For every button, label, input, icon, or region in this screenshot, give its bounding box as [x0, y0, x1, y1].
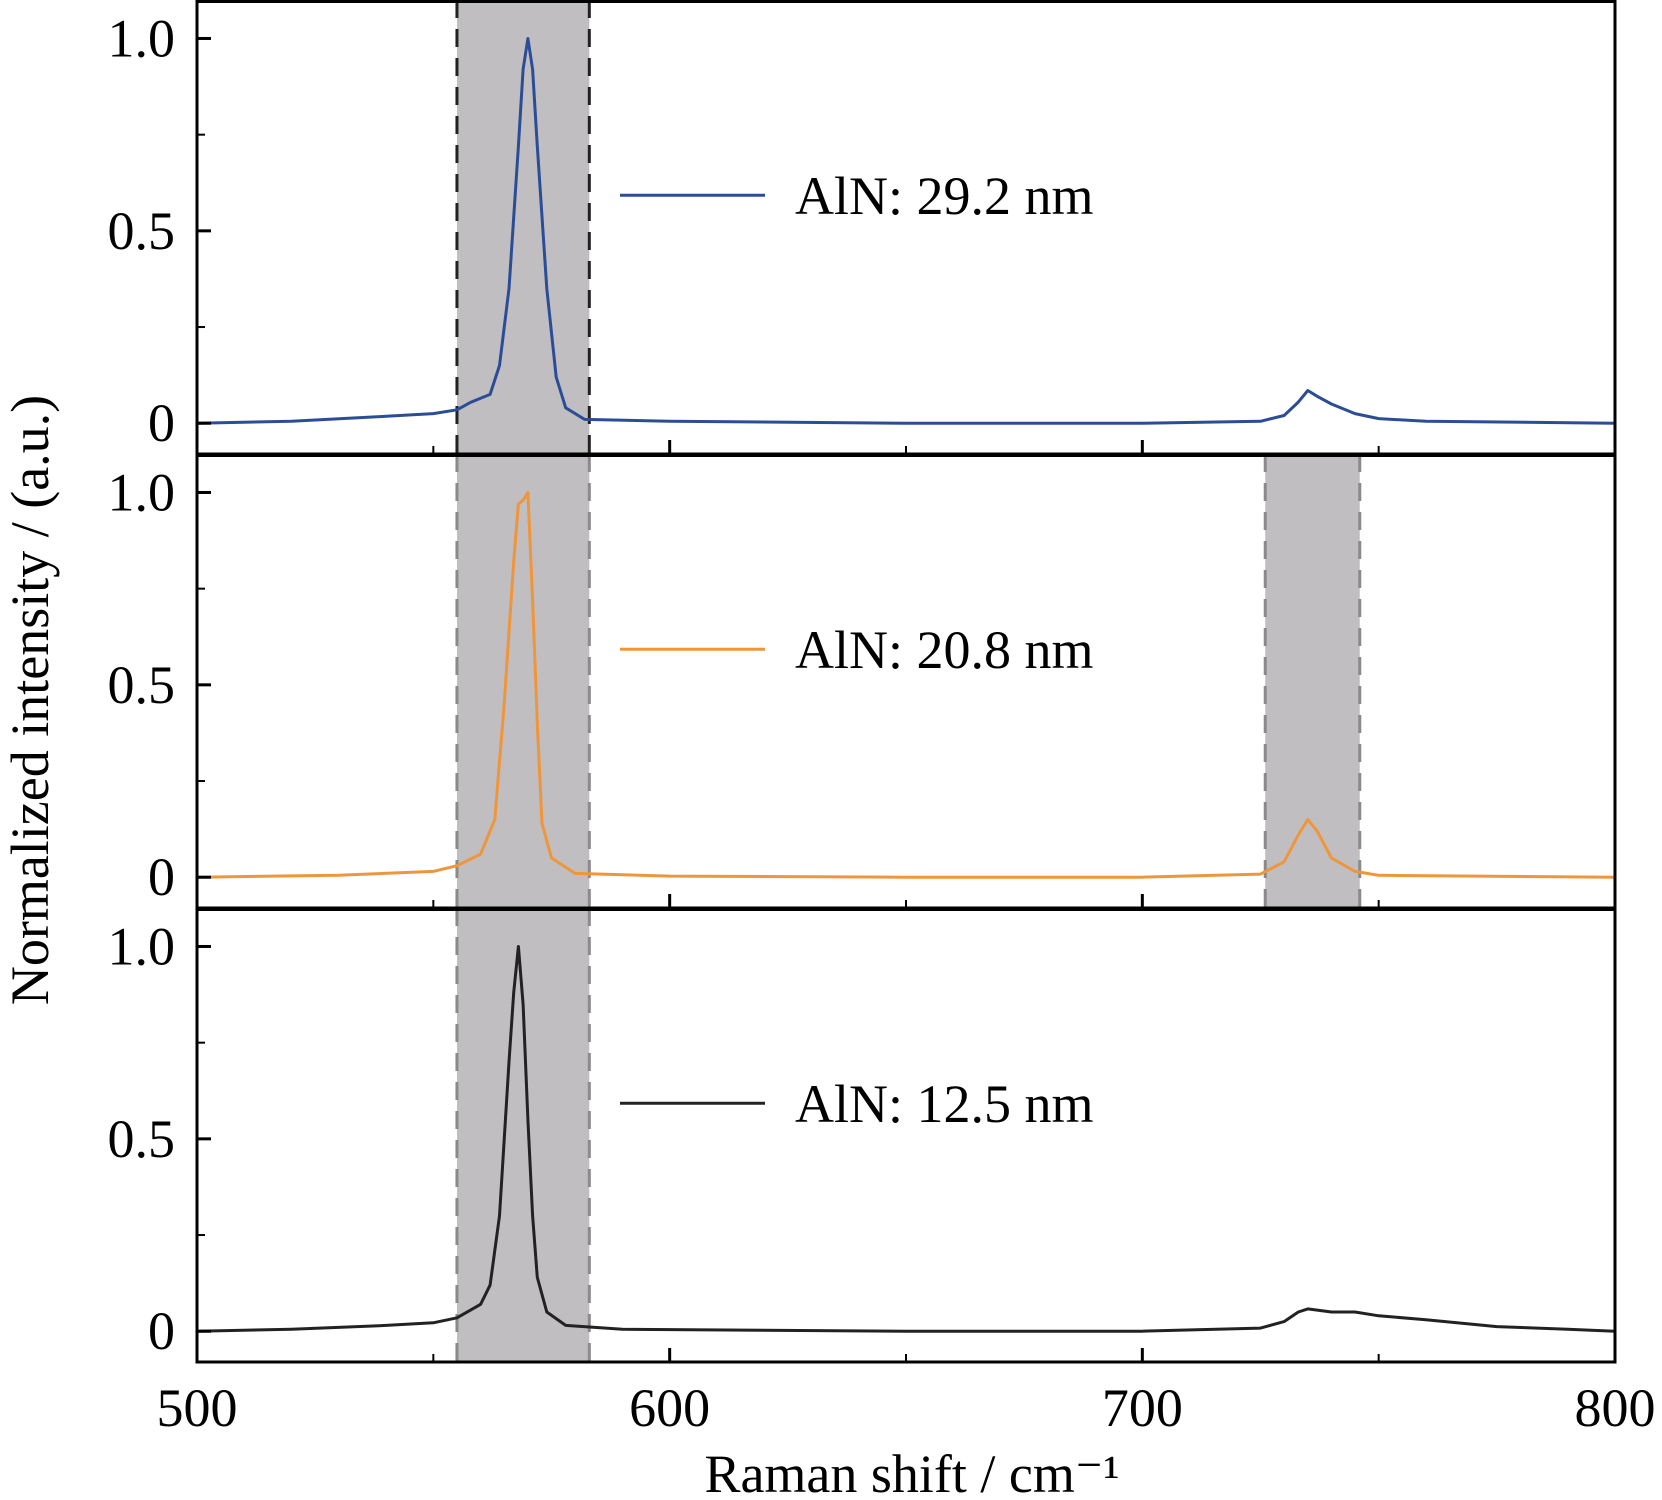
panel-1-series-line [196, 37, 1616, 425]
panel-2-ytick-label-2: 0.5 [108, 655, 176, 715]
panel-1-ytick-label-2: 0.5 [108, 201, 176, 261]
panel-3-ytick-label-1: 0 [148, 1301, 175, 1361]
panel-1-ytick-label-3: 1.0 [108, 8, 176, 68]
panel-2-series-line [196, 491, 1616, 879]
bands-layer [455, 0, 1362, 1362]
panel-2-band-2 [1265, 454, 1360, 908]
panel-3-frame [195, 908, 1617, 1364]
panel-3-ytick-label-3: 1.0 [108, 916, 176, 976]
panel-3-series-line [196, 945, 1616, 1333]
panel-1-legend-label: AlN: 29.2 nm [795, 166, 1094, 226]
panel-2-band-1 [456, 454, 590, 908]
panel-2-ytick-label-1: 0 [148, 847, 175, 907]
y-axis-title: Normalized intensity / (a.u.) [0, 395, 60, 1005]
ticks-layer: 0 0.5 1.0 0 0.5 1.0 0 0.5 1.0 500 600 700 800 [108, 8, 1656, 1438]
panel-3-legend-label: AlN: 12.5 nm [795, 1074, 1094, 1134]
legend-layer: AlN: 29.2 nm AlN: 20.8 nm AlN: 12.5 nm [620, 166, 1094, 1134]
panel-1-ytick-label-1: 0 [148, 393, 175, 453]
xtick-label-3: 700 [1102, 1378, 1183, 1438]
xtick-label-1: 500 [157, 1378, 238, 1438]
xtick-label-2: 600 [629, 1378, 710, 1438]
panel-3-band-1 [456, 908, 590, 1362]
panel-3-ytick-label-2: 0.5 [108, 1109, 176, 1169]
panel-2-frame [195, 454, 1617, 910]
x-axis-title: Raman shift / cm⁻¹ [704, 1444, 1119, 1500]
series-layer [196, 37, 1616, 1333]
panel-2-legend-label: AlN: 20.8 nm [795, 620, 1094, 680]
xtick-label-4: 800 [1575, 1378, 1656, 1438]
panel-1-frame [195, 0, 1617, 456]
panel-2-ytick-label-3: 1.0 [108, 462, 176, 522]
